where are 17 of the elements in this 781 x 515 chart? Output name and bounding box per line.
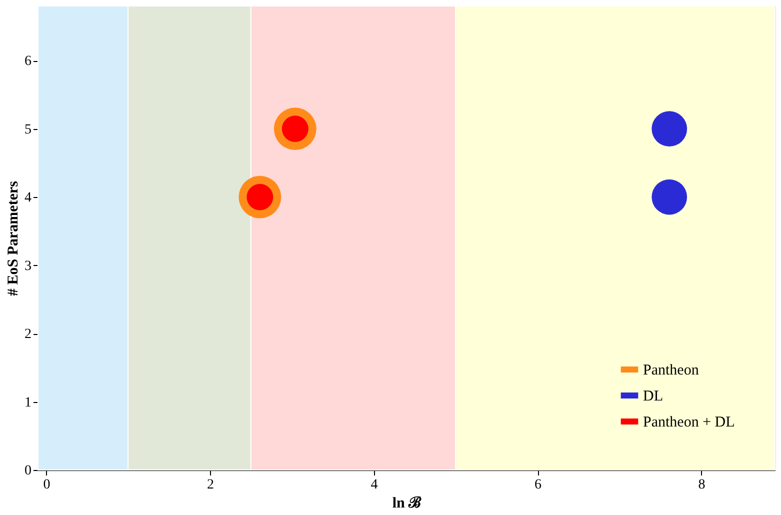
x-tick-label: 2	[206, 478, 214, 492]
y-tick-label: 1	[24, 395, 32, 410]
legend-label: DL	[643, 388, 663, 404]
y-tick-label: 5	[24, 122, 32, 138]
y-tick-label: 0	[24, 464, 32, 478]
x-tick-label: 8	[698, 478, 706, 492]
x-axis-title: ln ℬ	[392, 496, 422, 512]
x-tick-label: 6	[534, 478, 542, 492]
y-tick-label: 6	[24, 54, 32, 70]
y-tick-label: 3	[24, 258, 32, 274]
legend-label: Pantheon + DL	[643, 414, 735, 430]
x-tick-label: 4	[370, 478, 378, 492]
x-tick-label: 0	[43, 478, 50, 492]
legend-label: Pantheon	[643, 362, 700, 378]
y-tick-label: 4	[24, 190, 32, 206]
y-tick-label: 2	[24, 327, 32, 342]
y-axis-title: # EoS Parameters	[6, 180, 22, 296]
